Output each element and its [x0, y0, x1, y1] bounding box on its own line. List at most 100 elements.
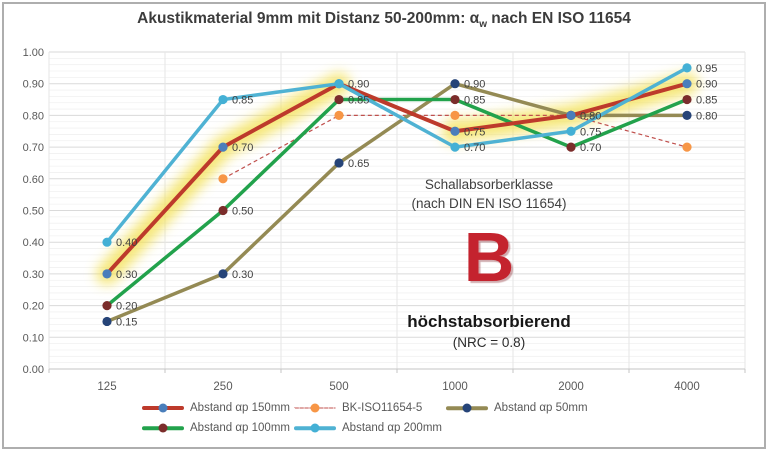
data-point-marker [682, 110, 692, 120]
data-label: 0.30 [232, 269, 253, 281]
legend-row: Abstand αp 100mm Abstand αp 200mm [142, 418, 742, 438]
data-point-marker [102, 237, 112, 247]
data-label: 0.65 [348, 158, 369, 170]
data-label: 0.85 [464, 95, 485, 107]
data-point-marker [566, 110, 576, 120]
x-tick-label: 500 [329, 381, 348, 393]
absorber-class-letter: B [463, 218, 515, 296]
x-tick-label: 4000 [674, 381, 700, 393]
data-point-marker [218, 269, 228, 279]
data-label: 0.20 [116, 301, 137, 313]
data-point-marker [218, 94, 228, 105]
data-label: 0.70 [232, 142, 253, 154]
absorber-class-heading: Schallabsorberklasse (nach DIN EN ISO 11… [358, 175, 620, 213]
legend: Abstand αp 150mm BK-ISO11654-5 Abstand αp … [142, 398, 742, 438]
y-axis-labels: 1.00 0.90 0.80 0.70 0.60 0.50 0.40 0.30 0.20 0.10… [23, 47, 44, 376]
y-tick-label: 0.20 [23, 301, 44, 313]
data-point-marker [450, 79, 460, 89]
x-tick-label: 125 [97, 381, 116, 393]
series-markers-abstand-p-100mm [102, 94, 692, 311]
data-point-marker [450, 94, 460, 105]
legend-label: Abstand αp 50mm [494, 402, 588, 414]
data-point-marker [218, 205, 228, 216]
data-label: 0.70 [464, 142, 485, 154]
series-line-abstand-p-100mm [105, 97, 688, 307]
absorber-class-heading-line1: Schallabsorberklasse [424, 177, 554, 192]
legend-item-abstand-p-100mm: Abstand αp 100mm [142, 422, 294, 434]
data-point-marker [450, 142, 460, 152]
legend-item-abstand-p-50mm: Abstand αp 50mm [446, 402, 598, 414]
legend-swatch-icon [446, 403, 488, 413]
legend-swatch-icon [294, 423, 336, 433]
y-tick-label: 1.00 [23, 47, 44, 59]
legend-label: BK-ISO11654-5 [342, 402, 423, 414]
data-point-marker [102, 316, 112, 327]
y-tick-label: 0.90 [23, 79, 44, 91]
data-point-marker [566, 126, 576, 136]
series-markers-abstand-p-200mm [102, 63, 692, 247]
data-label: 0.15 [116, 316, 137, 328]
nrc-note: (NRC = 0.8) [452, 335, 526, 350]
legend-label: Abstand αp 100mm [190, 422, 290, 434]
data-point-marker [218, 142, 228, 152]
data-label: 0.85 [696, 95, 717, 107]
y-tick-label: 0.30 [23, 269, 44, 281]
data-label: 0.85 [348, 95, 369, 107]
x-tick-label: 1000 [442, 381, 468, 393]
legend-item-abstand-p-200mm: Abstand αp 200mm [294, 422, 446, 434]
absorber-class-heading-line2: (nach DIN EN ISO 11654) [411, 196, 567, 211]
data-point-marker [334, 79, 344, 89]
data-label: 0.75 [464, 126, 485, 138]
alpha-w-subscript: w [479, 19, 487, 31]
data-label: 0.85 [232, 95, 253, 107]
y-tick-label: 0.40 [23, 237, 44, 249]
data-label: 0.90 [696, 79, 717, 91]
data-label: 0.30 [116, 269, 137, 281]
chart-title: Akustikmaterial 9mm mit Distanz 50-200mm… [0, 10, 768, 30]
data-point-marker [334, 110, 344, 120]
data-point-marker [682, 142, 692, 152]
y-tick-label: 0.10 [23, 332, 44, 344]
x-axis-labels: 125 250 500 1000 2000 4000 [97, 381, 699, 393]
legend-label: Abstand αp 200mm [342, 422, 442, 434]
legend-swatch-icon [142, 403, 184, 413]
data-point-marker [682, 63, 692, 73]
series-line-abstand-p-200mm [105, 66, 688, 244]
legend-swatch-icon [142, 423, 184, 433]
data-label: 0.75 [580, 126, 601, 138]
data-label: 0.90 [464, 79, 485, 91]
data-labels: 0.30 0.70 0.90 0.75 0.90 0.15 0.30 0.65 0.90 0.80… [116, 63, 717, 329]
y-tick-label: 0.70 [23, 142, 44, 154]
x-tick-label: 2000 [558, 381, 584, 393]
data-point-marker [334, 94, 344, 105]
data-label: 0.90 [348, 79, 369, 91]
y-tick-label: 0.80 [23, 110, 44, 122]
legend-item-bk-iso11654-5: BK-ISO11654-5 [294, 402, 446, 414]
data-point-marker [450, 126, 460, 136]
y-tick-label: 0.00 [23, 364, 44, 376]
series-line-abstand-p-150mm [105, 81, 688, 276]
legend-label: Abstand αp 150mm [190, 402, 290, 414]
y-tick-label: 0.50 [23, 206, 44, 218]
absorber-class-description: höchstabsorbierend [407, 312, 571, 331]
data-point-marker [334, 158, 344, 168]
data-point-marker [218, 174, 228, 184]
data-label: 0.95 [696, 63, 717, 75]
data-label: 0.80 [580, 110, 601, 122]
data-label: 0.80 [696, 110, 717, 122]
data-point-marker [102, 269, 112, 279]
chart-title-suffix: nach EN ISO 11654 [486, 10, 631, 27]
data-point-marker [566, 142, 576, 152]
legend-row: Abstand αp 150mm BK-ISO11654-5 Abstand αp … [142, 398, 742, 418]
data-point-marker [682, 79, 692, 89]
chart-title-text: Akustikmaterial 9mm mit Distanz 50-200mm… [137, 10, 480, 27]
legend-swatch-icon [294, 403, 336, 413]
x-tick-label: 250 [213, 381, 232, 393]
data-label: 0.50 [232, 206, 253, 218]
data-point-marker [682, 94, 692, 105]
data-label: 0.70 [580, 142, 601, 154]
series-line-abstand-p-50mm [106, 81, 687, 324]
data-point-marker [450, 110, 460, 120]
